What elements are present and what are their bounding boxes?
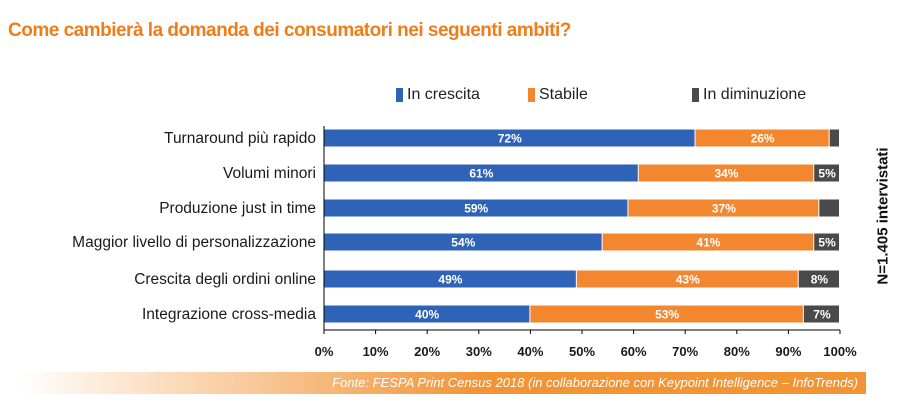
data-label: 59% — [464, 202, 488, 216]
legend-item-stabile: Stabile — [528, 86, 588, 104]
data-label: 53% — [655, 308, 679, 322]
bar-stabile — [638, 164, 814, 182]
data-label: 5% — [818, 167, 836, 181]
x-tick-label: 20% — [414, 344, 440, 359]
chart-title: Come cambierà la domanda dei consumatori… — [8, 20, 571, 41]
x-tick-label: 60% — [621, 344, 647, 359]
legend-item-in-diminuzione: In diminuzione — [692, 86, 806, 104]
bar-in-crescita — [324, 270, 576, 288]
sample-size-text: N=1.405 intervistati — [874, 147, 892, 285]
data-label-background — [816, 234, 839, 251]
legend-label-in-crescita: In crescita — [407, 86, 480, 103]
data-label: 41% — [696, 236, 720, 250]
bar-stabile — [602, 233, 814, 251]
source-text: Fonte: FESPA Print Census 2018 (in colla… — [332, 375, 858, 390]
x-tick-label: 100% — [823, 344, 857, 359]
bar-in-crescita — [324, 199, 628, 217]
bar-in-crescita — [324, 164, 638, 182]
source-bar: Fonte: FESPA Print Census 2018 (in colla… — [18, 372, 866, 394]
legend-swatch-stabile — [528, 88, 535, 102]
legend-label-stabile: Stabile — [539, 86, 588, 103]
data-label: 72% — [498, 132, 522, 146]
chart-legend: In crescita Stabile In diminuzione — [0, 86, 900, 106]
data-label: 34% — [714, 167, 738, 181]
data-label-background — [808, 271, 831, 288]
x-tick-label: 10% — [363, 344, 389, 359]
category-label: Crescita degli ordini online — [134, 271, 316, 288]
legend-label-in-diminuzione: In diminuzione — [703, 86, 807, 103]
bar-in-crescita — [324, 233, 602, 251]
data-label: 8% — [811, 273, 829, 287]
bar-in-diminuzione — [819, 199, 839, 217]
category-label: Turnaround più rapido — [164, 130, 316, 147]
category-label: Produzione just in time — [159, 200, 316, 217]
category-label: Volumi minori — [223, 165, 316, 182]
x-tick-label: 90% — [775, 344, 801, 359]
data-label-background — [816, 165, 839, 182]
data-label-background — [811, 306, 833, 323]
x-tick-label: 0% — [315, 344, 334, 359]
data-label: 37% — [712, 202, 736, 216]
bar-in-diminuzione — [829, 129, 839, 147]
x-tick-label: 30% — [466, 344, 492, 359]
data-label: 7% — [813, 308, 831, 322]
x-tick-label: 40% — [517, 344, 543, 359]
data-label: 5% — [818, 236, 836, 250]
legend-swatch-in-crescita — [396, 88, 403, 102]
sample-size-note: N=1.405 intervistati — [872, 136, 894, 296]
data-label: 43% — [676, 273, 700, 287]
legend-item-in-crescita: In crescita — [396, 86, 480, 104]
data-label: 26% — [751, 132, 775, 146]
data-label: 61% — [469, 167, 493, 181]
bar-stabile — [695, 129, 829, 147]
data-label: 49% — [438, 273, 462, 287]
x-tick-label: 70% — [672, 344, 698, 359]
x-tick-label: 50% — [569, 344, 595, 359]
bar-stabile — [628, 199, 819, 217]
data-label: 40% — [415, 308, 439, 322]
bar-in-crescita — [324, 305, 530, 323]
bar-in-crescita — [324, 129, 695, 147]
bar-stabile — [576, 270, 798, 288]
category-label: Maggior livello di personalizzazione — [72, 234, 316, 251]
bar-stabile — [530, 305, 803, 323]
x-tick-label: 80% — [724, 344, 750, 359]
legend-swatch-in-diminuzione — [692, 88, 699, 102]
category-label: Integrazione cross-media — [142, 306, 316, 323]
data-label: 54% — [451, 236, 475, 250]
